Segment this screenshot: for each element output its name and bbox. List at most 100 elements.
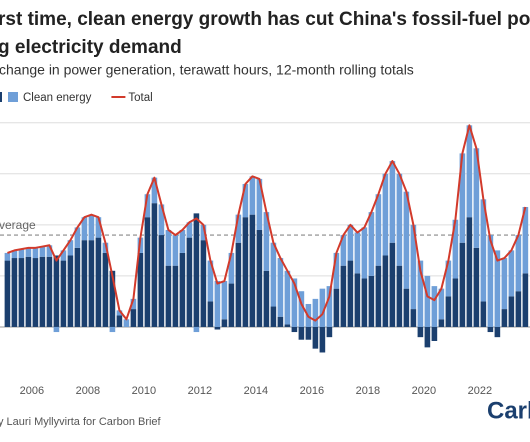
bar [88,214,95,241]
bar [431,286,438,327]
bar [235,214,242,243]
bar [298,291,305,327]
bar [361,227,368,279]
bar [480,199,487,302]
x-tick-label: 2006 [20,385,44,397]
bar [389,161,396,243]
bar [186,237,193,327]
bar [410,309,417,327]
bar [137,252,144,327]
bar [445,260,452,297]
bar [515,291,522,327]
bar [389,242,396,327]
bar [403,288,410,327]
bar [235,242,242,327]
bar [123,319,130,327]
bar [494,326,501,338]
x-tick-label: 2022 [468,385,492,397]
bar [396,265,403,327]
bar [46,245,53,257]
bar [60,260,67,327]
bar [368,212,375,276]
bar [130,298,137,310]
bar [102,242,109,253]
bar [193,213,200,327]
x-tick-label: 2012 [188,385,212,397]
bar [144,217,151,327]
bar [459,242,466,327]
bar [165,229,172,266]
bar [151,177,158,204]
bar [207,301,214,327]
bar [165,265,172,327]
bar [256,178,263,230]
chart-subtitle: change in power generation, terawatt hou… [0,62,414,78]
bar [312,326,319,349]
bar [81,240,88,327]
bar [200,240,207,327]
bar [298,326,305,340]
bar [291,278,298,327]
bar [67,255,74,327]
bar [242,217,249,327]
bar [284,324,291,327]
bar [515,235,522,292]
bar [522,273,529,327]
bar [67,240,74,256]
x-tick-label: 2018 [356,385,380,397]
bar [333,288,340,327]
bar [347,260,354,327]
bar [25,247,32,257]
bar [487,235,494,327]
bar [501,258,508,310]
bar [4,252,11,261]
x-tick-label: 2020 [412,385,436,397]
bar [18,258,25,327]
legend-swatch [0,92,2,102]
bar [501,309,508,327]
bar [186,222,193,238]
x-tick-label: 2008 [76,385,100,397]
legend-label: Clean energy [23,92,92,104]
bar [277,258,284,317]
bar [466,217,473,327]
bar [88,240,95,327]
x-tick-label: 2014 [244,385,268,397]
bar [354,232,361,274]
bar [179,229,186,253]
footer: y Lauri Myllyvirta for Carbon Brief [0,416,162,428]
bar [102,252,109,327]
bar [46,256,53,327]
bar [32,258,39,327]
bar [480,301,487,327]
bar [200,224,207,241]
bar [95,217,102,238]
chart-title: rst time, clean energy growth has cut Ch… [0,9,530,30]
bar [326,286,333,327]
bar [228,283,235,327]
x-tick-label: 2010 [132,385,156,397]
bar [340,235,347,266]
bar [249,176,256,215]
bar [312,298,319,327]
bar [172,265,179,327]
bar [179,252,186,327]
bar [11,250,18,259]
logo: Carb [487,397,530,424]
bar [396,173,403,266]
bar [263,270,270,327]
bar [452,219,459,279]
bar [487,326,494,333]
bar [445,296,452,327]
chart-title: g electricity demand [0,37,182,58]
bar [4,260,11,327]
annotation: verage [0,218,36,232]
bar [158,235,165,327]
bar [263,212,270,271]
bar [116,310,123,316]
bar [158,204,165,236]
bar [333,252,340,289]
bar [116,315,123,327]
bar [81,217,88,241]
